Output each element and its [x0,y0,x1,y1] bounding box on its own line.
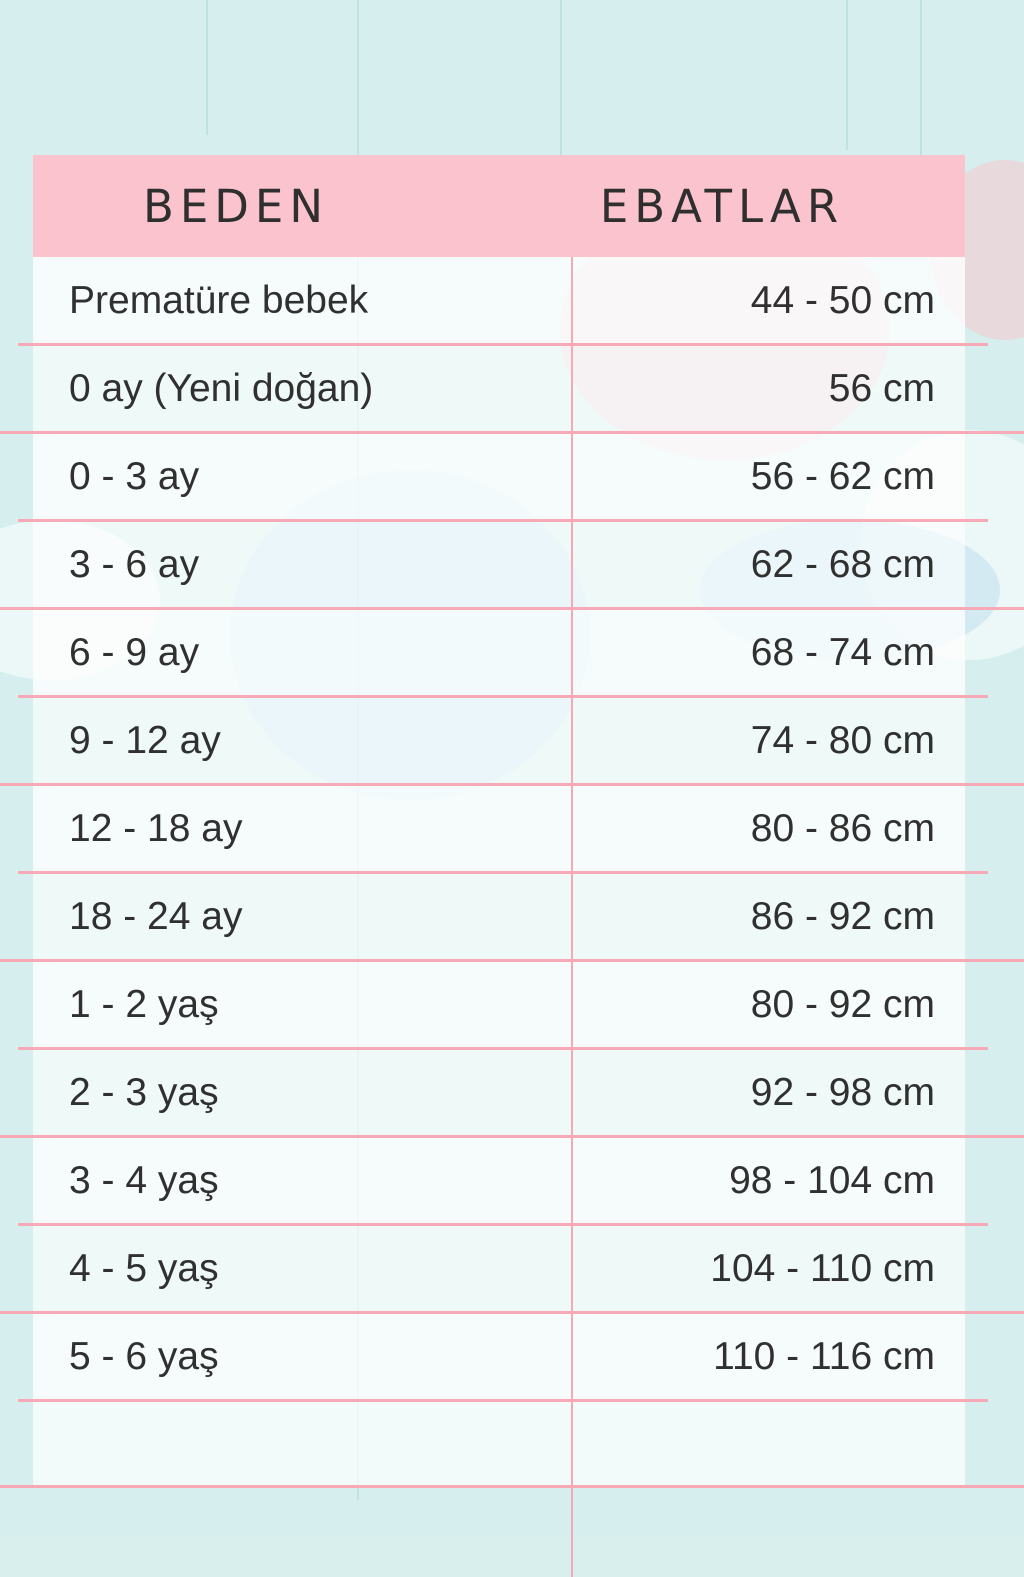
background-blob [560,200,890,460]
table-row: 0 - 3 ay 56 - 62 cm [33,433,965,521]
background-vline [920,0,922,155]
column-header-beden: BEDEN [142,179,330,233]
cell-beden: 12 - 18 ay [69,807,243,850]
background-blob [230,470,590,800]
background-vline [846,0,848,150]
background-blob [700,520,1000,660]
table-row: 12 - 18 ay 80 - 86 cm [33,785,965,873]
cell-beden: 18 - 24 ay [69,895,243,938]
cell-ebat: 56 - 62 cm [750,455,935,498]
row-divider [0,431,1024,434]
cell-empty-right [499,1401,965,1487]
cell-beden: 3 - 6 ay [69,543,200,586]
cell-ebat: 80 - 86 cm [750,807,935,850]
table-row: 6 - 9 ay 68 - 74 cm [33,609,965,697]
row-divider [0,1311,1024,1314]
cell-ebat: 56 cm [828,367,935,410]
size-chart-card: BEDEN EBATLAR Prematüre bebek 44 - 50 cm 0… [33,155,965,1577]
cell-empty-left [33,1401,499,1487]
table-row: 3 - 4 yaş 98 - 104 cm [33,1137,965,1225]
column-divider [571,257,573,1577]
cell-beden: 0 - 3 ay [69,455,200,498]
cell-beden: 9 - 12 ay [69,719,221,762]
table-row: 9 - 12 ay 74 - 80 cm [33,697,965,785]
row-divider [0,783,1024,786]
row-divider [18,343,988,346]
row-divider [18,1047,988,1050]
table-head: BEDEN EBATLAR [33,155,965,257]
row-divider [18,695,988,698]
cell-ebat: 80 - 92 cm [750,983,935,1026]
row-divider [0,1135,1024,1138]
row-divider [18,1223,988,1226]
table-header-row: BEDEN EBATLAR [33,155,965,257]
background-vline [560,0,562,155]
table-row: 2 - 3 yaş 92 - 98 cm [33,1049,965,1137]
cell-ebat: 44 - 50 cm [750,279,935,322]
row-divider [0,959,1024,962]
cell-beden: 0 ay (Yeni doğan) [69,367,374,410]
column-header-ebatlar: EBATLAR [599,179,845,233]
table-row: Prematüre bebek 44 - 50 cm [33,257,965,345]
cell-ebat: 74 - 80 cm [750,719,935,762]
cell-beden: 6 - 9 ay [69,631,200,674]
row-divider [0,1485,1024,1488]
cell-beden: 2 - 3 yaş [69,1071,219,1114]
table-row: 3 - 6 ay 62 - 68 cm [33,521,965,609]
table-row: 1 - 2 yaş 80 - 92 cm [33,961,965,1049]
row-divider [0,607,1024,610]
table-body: Prematüre bebek 44 - 50 cm 0 ay (Yeni doğa… [33,257,965,1487]
cell-beden: 4 - 5 yaş [69,1247,219,1290]
cell-ebat: 86 - 92 cm [750,895,935,938]
size-table: BEDEN EBATLAR Prematüre bebek 44 - 50 cm 0… [33,155,965,1487]
table-row-empty [33,1401,965,1487]
row-divider [18,871,988,874]
cell-ebat: 110 - 116 cm [713,1335,935,1378]
background-vline [206,0,208,135]
table-row: 4 - 5 yaş 104 - 110 cm [33,1225,965,1313]
cell-beden: Prematüre bebek [69,279,369,322]
cell-beden: 1 - 2 yaş [69,983,219,1026]
row-divider [18,1399,988,1402]
cell-beden: 5 - 6 yaş [69,1335,219,1378]
cell-beden: 3 - 4 yaş [69,1159,219,1202]
cell-ebat: 62 - 68 cm [750,543,935,586]
row-divider [18,519,988,522]
cell-ebat: 92 - 98 cm [750,1071,935,1114]
cell-ebat: 104 - 110 cm [710,1247,935,1290]
decorative-background [0,0,1024,1500]
table-row: 5 - 6 yaş 110 - 116 cm [33,1313,965,1401]
table-row: 0 ay (Yeni doğan) 56 cm [33,345,965,433]
table-row: 18 - 24 ay 86 - 92 cm [33,873,965,961]
cell-ebat: 68 - 74 cm [750,631,935,674]
cell-ebat: 98 - 104 cm [729,1159,935,1202]
